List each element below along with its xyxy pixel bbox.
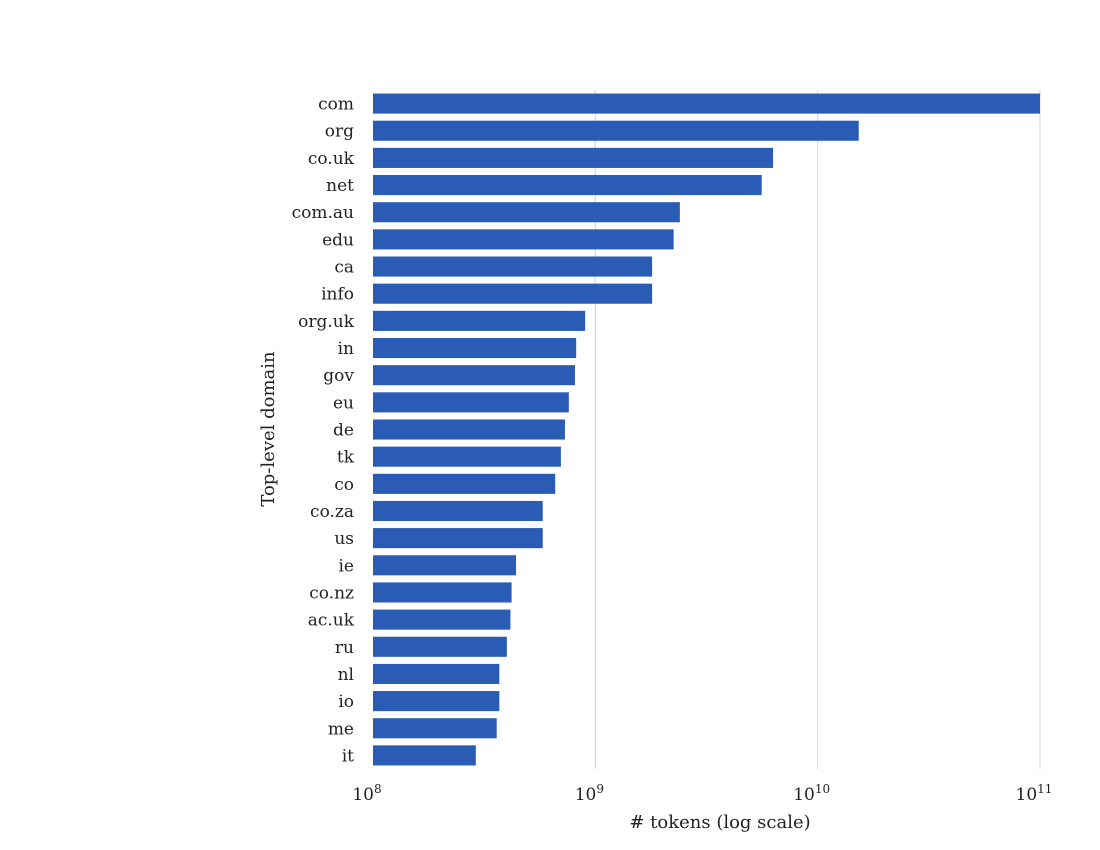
bar-org bbox=[373, 120, 859, 141]
category-label: com bbox=[318, 95, 354, 115]
x-tick-label: 1010 bbox=[793, 782, 830, 805]
x-tick-label: 108 bbox=[352, 782, 381, 805]
category-label: info bbox=[321, 285, 354, 305]
category-label: org.uk bbox=[298, 312, 355, 332]
category-label: gov bbox=[323, 366, 354, 386]
category-label: org bbox=[325, 122, 354, 142]
category-label: ie bbox=[339, 556, 355, 576]
category-label: co bbox=[334, 475, 354, 495]
bar-tk bbox=[373, 446, 561, 467]
category-label: us bbox=[334, 529, 354, 549]
bar-org-uk bbox=[373, 310, 586, 331]
bar-ca bbox=[373, 256, 653, 277]
bar-eu bbox=[373, 392, 569, 413]
x-axis-title: # tokens (log scale) bbox=[629, 812, 810, 833]
category-label: ca bbox=[334, 258, 354, 278]
bar-com bbox=[373, 93, 1040, 114]
bar-info bbox=[373, 283, 653, 304]
category-label: co.za bbox=[310, 502, 354, 522]
category-label: me bbox=[328, 719, 354, 739]
category-label: io bbox=[338, 692, 354, 712]
bar-co-nz bbox=[373, 582, 512, 603]
bar-nl bbox=[373, 663, 500, 684]
category-label: de bbox=[333, 421, 354, 441]
bar-ac-uk bbox=[373, 609, 511, 630]
category-label: net bbox=[326, 176, 354, 196]
category-label: edu bbox=[322, 230, 354, 250]
bar-com-au bbox=[373, 202, 680, 223]
bar-ie bbox=[373, 555, 517, 576]
bar-edu bbox=[373, 229, 674, 250]
bar-in bbox=[373, 337, 577, 359]
x-tick-label: 1011 bbox=[1016, 782, 1053, 805]
bar-co-uk bbox=[373, 147, 774, 168]
bar-io bbox=[373, 691, 500, 712]
bar-co-za bbox=[373, 500, 543, 522]
x-tick-labels: 108 109 1010 1011 bbox=[352, 782, 1052, 805]
bar-de bbox=[373, 419, 565, 440]
category-label: co.nz bbox=[309, 583, 354, 603]
category-label: in bbox=[338, 339, 354, 359]
category-label: ru bbox=[335, 638, 354, 658]
bar-co bbox=[373, 473, 556, 494]
bar-me bbox=[373, 718, 497, 739]
bar-us bbox=[373, 528, 543, 549]
category-label: ac.uk bbox=[308, 611, 355, 631]
x-tick-label: 109 bbox=[575, 782, 604, 805]
category-labels: com org co.uk net com.au edu ca info org.uk in gov… bbox=[292, 95, 355, 767]
category-label: com.au bbox=[292, 203, 354, 223]
bar-net bbox=[373, 175, 762, 196]
bar-gov bbox=[373, 365, 575, 386]
bar-it bbox=[373, 745, 476, 766]
y-axis-title: Top-level domain bbox=[258, 351, 279, 507]
category-label: nl bbox=[338, 665, 354, 685]
category-label: it bbox=[342, 746, 354, 766]
bar-ru bbox=[373, 636, 507, 657]
bars bbox=[373, 93, 1040, 766]
category-label: co.uk bbox=[308, 149, 355, 169]
category-label: tk bbox=[337, 448, 355, 468]
category-label: eu bbox=[333, 393, 354, 413]
